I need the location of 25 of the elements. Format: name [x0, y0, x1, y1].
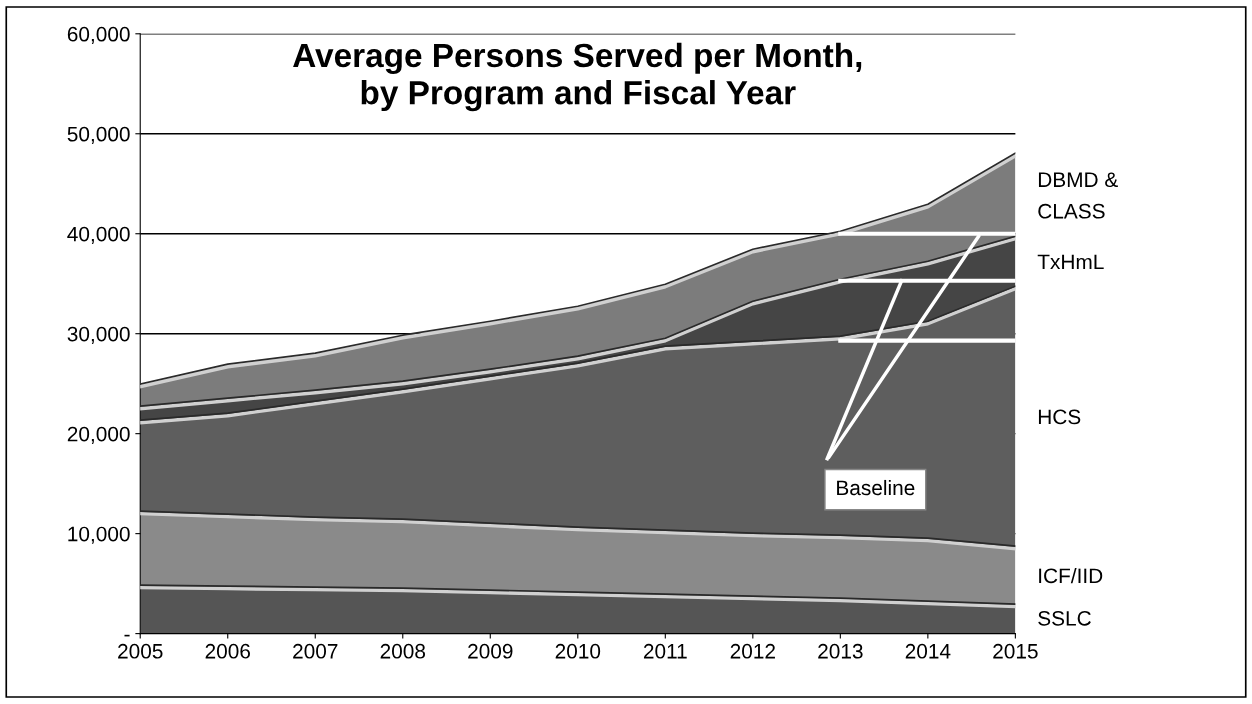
x-tick-label: 2012 — [730, 643, 775, 659]
y-tick-label: 50,000 — [67, 126, 130, 144]
y-tick-label: - — [124, 634, 130, 637]
annotation: Baseline — [837, 479, 915, 496]
y-tick-label: 40,000 — [67, 226, 130, 244]
x-tick-label: 2013 — [818, 643, 863, 659]
y-tick-label: 10,000 — [68, 526, 130, 544]
x-tick-label: 2008 — [380, 643, 426, 659]
x-tick-label: 2009 — [468, 643, 513, 659]
x-tick-label: 2006 — [205, 643, 250, 659]
x-tick-label: 2014 — [905, 643, 951, 659]
x-tick-label: 2005 — [118, 643, 163, 659]
x-tick-label: 2015 — [993, 643, 1038, 659]
x-tick-label: 2007 — [293, 643, 338, 659]
series-label: SSLC — [1038, 610, 1091, 626]
x-tick-label: 2010 — [555, 643, 601, 659]
x-tick-label: 2011 — [643, 643, 687, 659]
series-label: DBMD & CLASS — [1038, 172, 1118, 219]
series-label: HCS — [1038, 409, 1081, 425]
y-tick-label: 30,000 — [67, 326, 130, 344]
series-label: ICF/IID — [1039, 567, 1103, 584]
y-tick-label: 60,000 — [67, 26, 130, 45]
text: Average Persons Served per Month, by Program and Fiscal Year — [293, 42, 862, 112]
series-label: TxHmL — [1037, 254, 1104, 270]
y-tick-label: 20,000 — [67, 426, 130, 444]
